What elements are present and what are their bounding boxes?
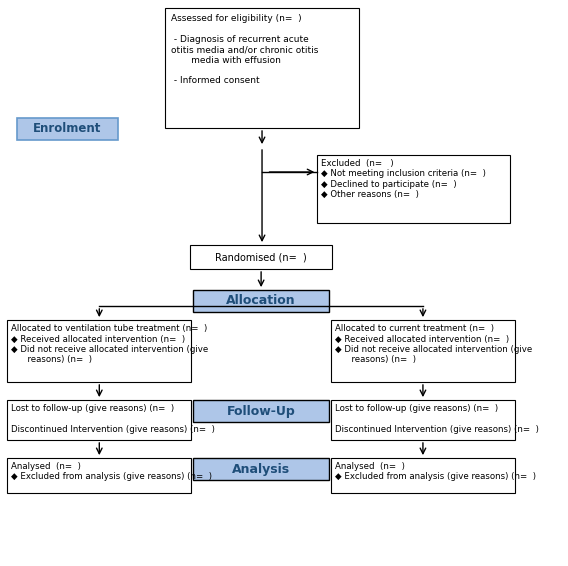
Text: Lost to follow-up (give reasons) (n=  )

Discontinued Intervention (give reasons: Lost to follow-up (give reasons) (n= ) D…: [335, 404, 538, 434]
FancyBboxPatch shape: [193, 458, 329, 480]
FancyBboxPatch shape: [331, 400, 515, 440]
Text: Allocated to ventilation tube treatment (n=  )
◆ Received allocated intervention: Allocated to ventilation tube treatment …: [11, 324, 208, 364]
Text: Allocation: Allocation: [226, 294, 296, 307]
FancyBboxPatch shape: [317, 155, 510, 223]
Text: Analysed  (n=  )
◆ Excluded from analysis (give reasons) (n=  ): Analysed (n= ) ◆ Excluded from analysis …: [11, 462, 212, 482]
Text: Analysis: Analysis: [232, 462, 290, 475]
Text: Excluded  (n=   )
◆ Not meeting inclusion criteria (n=  )
◆ Declined to particip: Excluded (n= ) ◆ Not meeting inclusion c…: [321, 159, 486, 199]
FancyBboxPatch shape: [193, 290, 329, 312]
FancyBboxPatch shape: [7, 320, 191, 382]
FancyBboxPatch shape: [16, 118, 118, 140]
Text: Enrolment: Enrolment: [33, 122, 101, 135]
FancyBboxPatch shape: [7, 400, 191, 440]
Text: Analysed  (n=  )
◆ Excluded from analysis (give reasons) (n=  ): Analysed (n= ) ◆ Excluded from analysis …: [335, 462, 536, 482]
Text: Allocated to current treatment (n=  )
◆ Received allocated intervention (n=  )
◆: Allocated to current treatment (n= ) ◆ R…: [335, 324, 532, 364]
FancyBboxPatch shape: [165, 8, 358, 128]
FancyBboxPatch shape: [190, 245, 332, 269]
FancyBboxPatch shape: [193, 400, 329, 422]
FancyBboxPatch shape: [331, 320, 515, 382]
FancyBboxPatch shape: [331, 458, 515, 493]
Text: Assessed for eligibility (n=  )

 - Diagnosis of recurrent acute
otitis media an: Assessed for eligibility (n= ) - Diagnos…: [171, 14, 319, 85]
Text: Lost to follow-up (give reasons) (n=  )

Discontinued Intervention (give reasons: Lost to follow-up (give reasons) (n= ) D…: [11, 404, 215, 434]
Text: Follow-Up: Follow-Up: [227, 405, 295, 418]
Text: Randomised (n=  ): Randomised (n= ): [215, 252, 307, 262]
FancyBboxPatch shape: [7, 458, 191, 493]
